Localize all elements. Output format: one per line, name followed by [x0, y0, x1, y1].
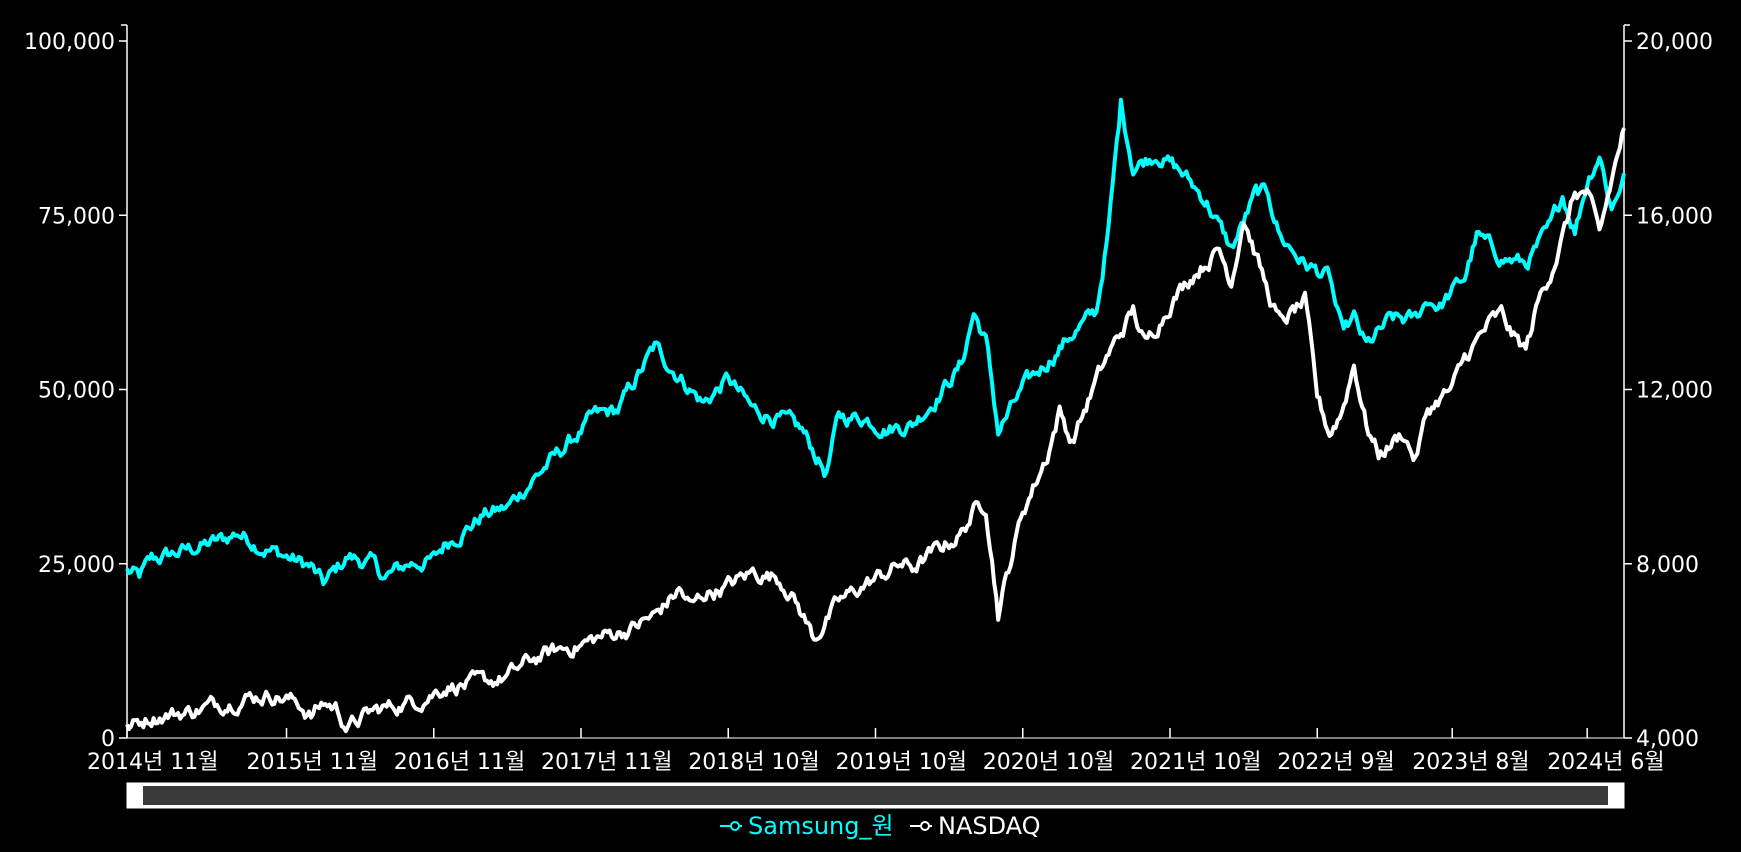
legend: Samsung_원 NASDAQ — [720, 812, 1041, 840]
legend-item-samsung[interactable]: Samsung_원 — [720, 812, 894, 840]
right-axis-tick-label: 8,000 — [1636, 553, 1699, 578]
left-axis-tick-label: 50,000 — [38, 379, 115, 404]
series-layer — [125, 97, 1626, 734]
x-axis-tick-label: 2017년 11월 — [541, 750, 672, 775]
right-axis-tick-label: 4,000 — [1636, 727, 1699, 752]
legend-nasdaq-marker — [920, 821, 930, 831]
right-axis-tick-label: 16,000 — [1636, 204, 1713, 229]
x-axis-tick-label: 2024년 6월 — [1547, 750, 1664, 775]
scrollbar-thumb[interactable] — [143, 786, 1608, 805]
x-axis-tick-label: 2015년 11월 — [247, 750, 378, 775]
series-line-samsung — [125, 97, 1626, 587]
x-axis-tick-label: 2014년 11월 — [87, 750, 218, 775]
x-axis-tick-label: 2018년 10월 — [688, 750, 819, 775]
right-axis-tick-label: 12,000 — [1636, 379, 1713, 404]
x-axis-tick-label: 2021년 10월 — [1130, 750, 1261, 775]
x-axis-tick-label: 2019년 10월 — [836, 750, 967, 775]
left-axis-tick-label: 75,000 — [38, 204, 115, 229]
left-axis-tick-label: 25,000 — [38, 553, 115, 578]
x-axis-tick-label: 2020년 10월 — [983, 750, 1114, 775]
legend-item-nasdaq[interactable]: NASDAQ — [910, 812, 1041, 840]
series-line-nasdaq — [125, 127, 1626, 734]
range-scrollbar[interactable] — [126, 782, 1625, 809]
legend-nasdaq-label: NASDAQ — [938, 812, 1041, 840]
x-axis-tick-label: 2022년 9월 — [1277, 750, 1394, 775]
x-axis-tick-label: 2016년 11월 — [394, 750, 525, 775]
legend-samsung-marker — [730, 821, 740, 831]
right-axis-tick-label: 20,000 — [1636, 30, 1713, 55]
left-axis-tick-label: 0 — [101, 727, 115, 752]
axes-layer: 0 25,000 50,000 75,000 100,000 4,000 8,000 12,0… — [24, 24, 1713, 775]
legend-samsung-label: Samsung_원 — [748, 812, 894, 840]
left-axis-tick-label: 100,000 — [24, 30, 115, 55]
x-axis-tick-label: 2023년 8월 — [1412, 750, 1529, 775]
